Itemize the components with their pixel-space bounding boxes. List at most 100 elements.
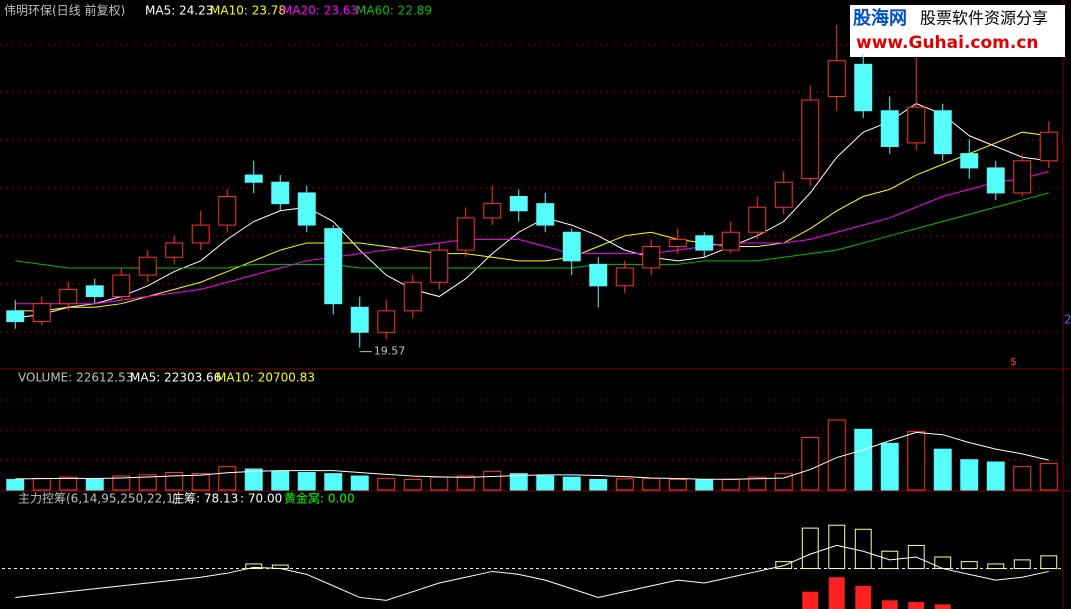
grid xyxy=(0,44,1063,461)
candle-body xyxy=(907,106,926,144)
candle-body xyxy=(32,303,51,323)
yellow-bar xyxy=(934,556,952,570)
volume-bar xyxy=(85,478,104,491)
volume-ma-line xyxy=(15,431,1049,480)
candle-body xyxy=(1013,160,1032,194)
candle-body xyxy=(642,246,661,269)
volume-bar xyxy=(721,479,740,491)
volume-bar xyxy=(483,470,502,491)
candle-body xyxy=(774,181,793,208)
logo-slogan: 股票软件资源分享 xyxy=(920,9,1048,28)
volume-bar xyxy=(960,459,979,491)
volume-bar xyxy=(218,466,237,491)
red-bar xyxy=(908,602,925,609)
volume-bar xyxy=(748,476,767,491)
level-label: : 70.00 xyxy=(240,492,282,506)
candle-body xyxy=(933,110,952,155)
volume-bar xyxy=(324,473,343,491)
ma-line xyxy=(15,171,1049,305)
ma-line xyxy=(15,103,1049,319)
candle-body xyxy=(854,63,873,112)
volume-bar xyxy=(1013,466,1032,491)
volume-bar xyxy=(827,419,846,491)
candle-body xyxy=(85,285,104,298)
volume-bar xyxy=(32,477,51,491)
yellow-bar xyxy=(801,527,819,570)
candle-body xyxy=(986,167,1005,194)
candle-body xyxy=(218,196,237,226)
candle-body xyxy=(695,235,714,251)
indicator-title: 主力控筹(6,14,95,250,22,1) xyxy=(18,492,178,506)
volume-bar xyxy=(854,428,873,491)
candle-body xyxy=(748,206,767,233)
volume-bar xyxy=(138,474,157,491)
candle-body xyxy=(536,203,555,226)
red-bar xyxy=(881,600,898,609)
candle-body xyxy=(668,238,687,248)
red-bar xyxy=(855,585,872,609)
red-bar xyxy=(828,577,845,609)
candle-body xyxy=(377,310,396,333)
volume-ma5-label: MA5: 22303.66 xyxy=(130,371,221,385)
candle-body xyxy=(509,196,528,212)
candle-body xyxy=(880,110,899,147)
candle-body xyxy=(403,281,422,312)
ma20-label: MA20: 23.63 xyxy=(282,4,358,18)
yellow-bar xyxy=(881,550,899,570)
ma5-label: MA5: 24.23 xyxy=(145,4,213,18)
volume-bar xyxy=(986,461,1005,491)
candle-body xyxy=(165,242,184,258)
volume-bar xyxy=(430,476,449,491)
candle-body xyxy=(1039,131,1058,162)
volume-bar xyxy=(509,473,528,491)
candle-body xyxy=(59,288,78,305)
indicator-line xyxy=(15,544,1049,601)
volume-bar xyxy=(1039,463,1058,491)
volume-bar xyxy=(907,431,926,491)
red-bar xyxy=(802,591,819,609)
flag: $ xyxy=(1010,355,1017,368)
yellow-bar xyxy=(907,544,925,570)
logo-url: www.Guhai.com.cn xyxy=(856,33,1039,53)
volume-bar xyxy=(112,475,131,491)
ma-line xyxy=(15,131,1049,312)
volume-bar xyxy=(456,475,475,491)
candle-body xyxy=(960,153,979,169)
yellow-bar xyxy=(960,561,978,570)
ma60-label: MA60: 22.89 xyxy=(356,4,432,18)
volume-bar xyxy=(801,437,820,491)
volume-bar xyxy=(589,479,608,491)
volume-bar xyxy=(933,448,952,491)
hjw-label: 黄金窝: 0.00 xyxy=(284,491,355,506)
red-bar xyxy=(934,604,951,609)
volume-bar xyxy=(297,472,316,491)
volume-bar xyxy=(880,442,899,491)
candle-body xyxy=(112,274,131,298)
ma-line xyxy=(15,192,1049,269)
yellow-bar xyxy=(987,563,1005,570)
candle-body xyxy=(483,203,502,219)
candle-body xyxy=(244,174,263,183)
volume-bar xyxy=(642,477,661,491)
logo-cn: 股海网 xyxy=(852,7,907,29)
volume-bar xyxy=(6,479,25,491)
yellow-bar xyxy=(1013,559,1031,570)
candle-body xyxy=(6,310,25,323)
volume-bar xyxy=(536,475,555,491)
candle-body xyxy=(801,99,820,180)
zc-label: 庄筹: 78.13 xyxy=(172,491,238,506)
candle-body xyxy=(827,60,846,97)
volume-bar xyxy=(615,478,634,491)
volume-bar xyxy=(562,476,581,491)
stock-title: 伟明环保(日线 前复权) xyxy=(4,3,125,18)
volume-bar xyxy=(165,472,184,491)
yellow-bar xyxy=(245,563,263,570)
yellow-bar xyxy=(1040,555,1058,570)
candle-body xyxy=(562,231,581,262)
volume-bar xyxy=(668,479,687,491)
candle-body xyxy=(589,263,608,287)
volume-bar xyxy=(377,477,396,491)
candle-body xyxy=(191,224,210,244)
candle-body xyxy=(297,192,316,226)
